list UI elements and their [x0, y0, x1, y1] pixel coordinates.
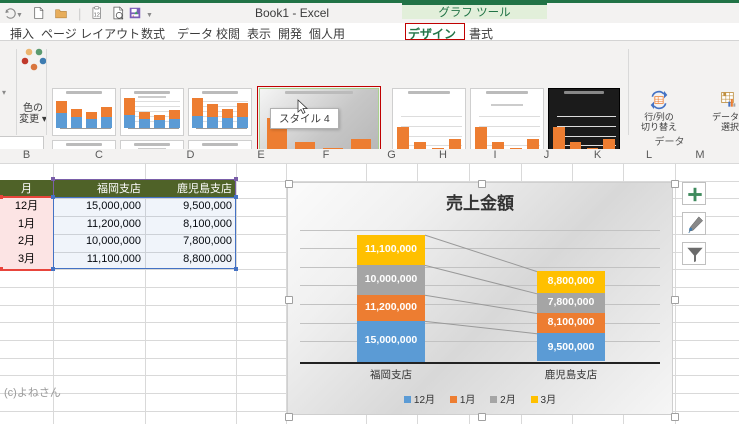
svg-text:12: 12: [94, 13, 100, 19]
